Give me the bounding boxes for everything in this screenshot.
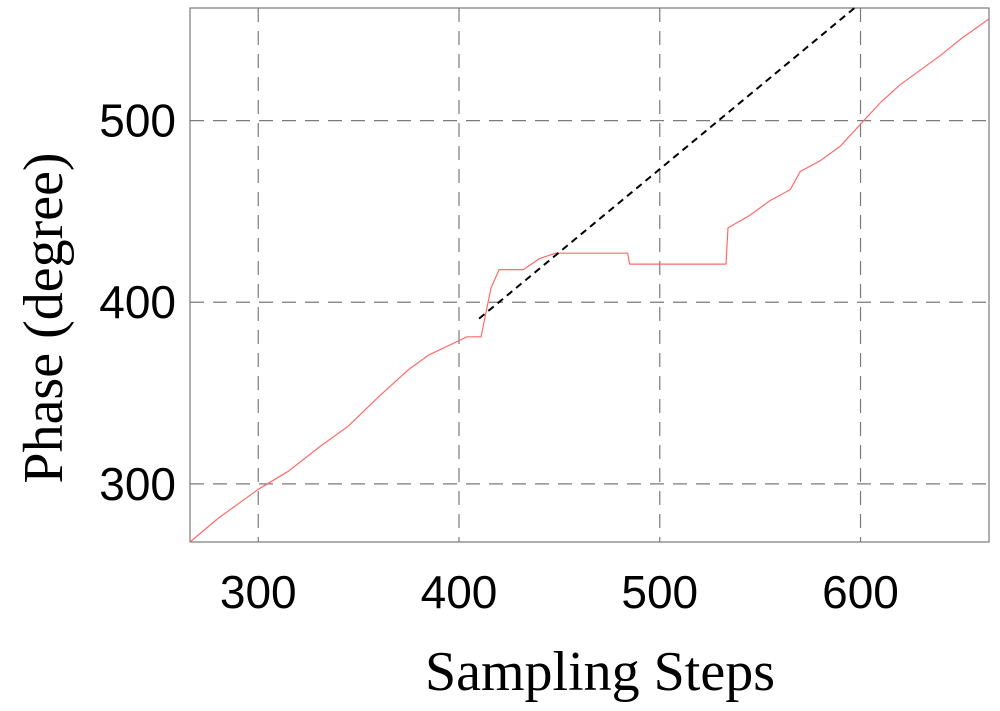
y-tick-label: 400 [99, 276, 176, 328]
plot-frame [189, 7, 990, 543]
series-line-dashed [478, 7, 856, 320]
x-tick-label: 300 [220, 566, 297, 618]
y-axis-title: Phase (degree) [13, 152, 75, 483]
x-tick-label: 400 [421, 566, 498, 618]
series-line-measured [189, 18, 990, 543]
y-tick-label: 300 [99, 458, 176, 510]
y-tick-label: 500 [99, 95, 176, 147]
x-axis-title: Sampling Steps [425, 641, 775, 703]
grid-lines [190, 8, 989, 542]
x-tick-label: 500 [621, 566, 698, 618]
x-tick-label: 600 [822, 566, 899, 618]
tick-labels: 300 400 500 600 300 400 500 [99, 95, 899, 618]
series-layer [189, 7, 990, 543]
